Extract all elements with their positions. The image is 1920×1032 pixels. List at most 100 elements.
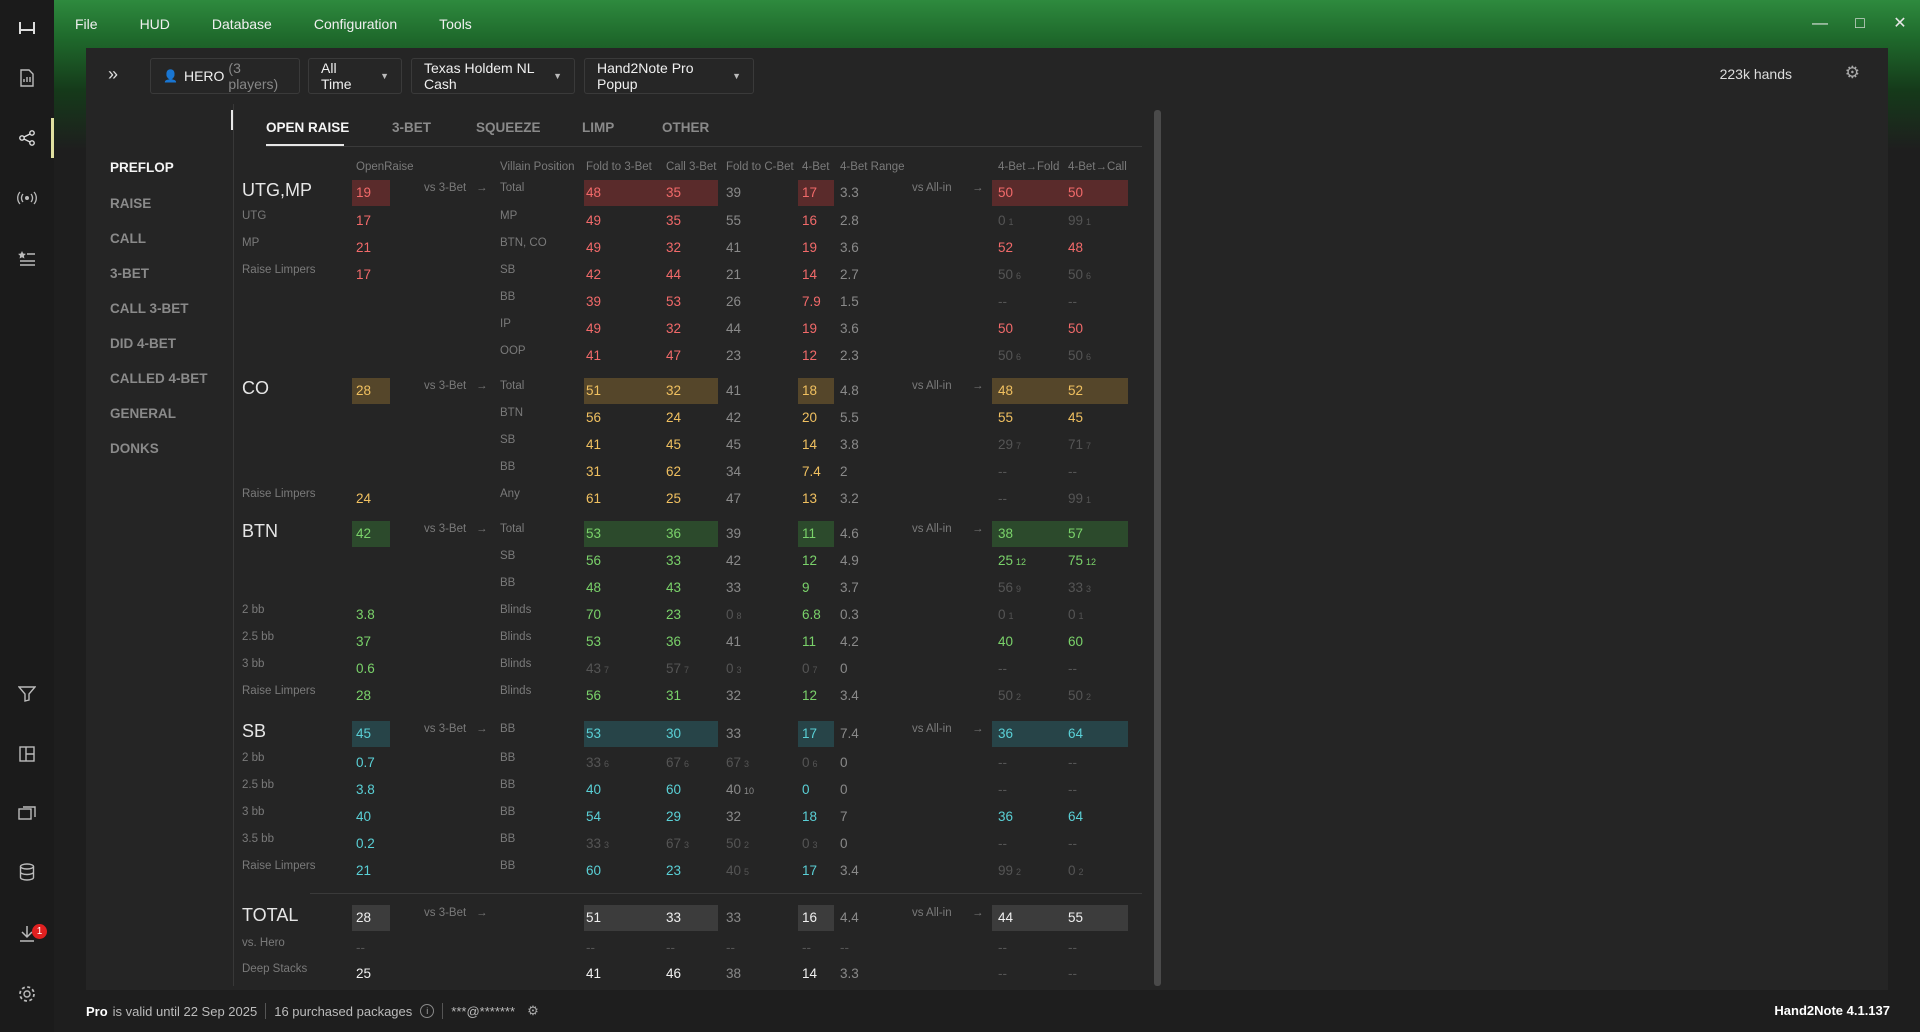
fold-to-3bet-stat[interactable]: 70 [586,604,601,626]
fold-to-cbet-stat[interactable]: -- [726,937,735,959]
4bet-fold-stat[interactable]: 99 2 [998,860,1021,883]
4bet-call-stat[interactable]: 99 1 [1068,210,1091,233]
fold-to-cbet-stat[interactable]: 21 [726,264,741,286]
call-3bet-stat[interactable]: 67 6 [666,752,689,775]
4bet-fold-stat[interactable]: 50 [998,182,1013,204]
4bet-stat[interactable]: 9 [802,577,810,599]
call-3bet-stat[interactable]: 45 [666,434,681,456]
openraise-stat[interactable]: 28 [356,380,371,402]
4bet-stat[interactable]: 17 [802,860,817,882]
fold-to-cbet-stat[interactable]: 26 [726,291,741,313]
4bet-fold-stat[interactable]: 36 [998,806,1013,828]
call-3bet-stat[interactable]: 35 [666,210,681,232]
4bet-call-stat[interactable]: -- [1068,833,1077,855]
call-3bet-stat[interactable]: 47 [666,345,681,367]
4bet-fold-stat[interactable]: 50 [998,318,1013,340]
fold-to-cbet-stat[interactable]: 50 2 [726,833,749,856]
tab-other[interactable]: OTHER [662,120,710,135]
fold-to-3bet-stat[interactable]: 31 [586,461,601,483]
fold-to-cbet-stat[interactable]: 34 [726,461,741,483]
fold-to-cbet-stat[interactable]: 33 [726,577,741,599]
time-filter-dropdown[interactable]: All Time ▼ [308,58,402,94]
openraise-stat[interactable]: 28 [356,907,371,929]
4bet-range-stat[interactable]: 2 [840,461,848,483]
openraise-stat[interactable]: 25 [356,963,371,985]
4bet-range-stat[interactable]: 3.6 [840,237,859,259]
4bet-fold-stat[interactable]: -- [998,779,1007,801]
4bet-range-stat[interactable]: 0 [840,833,848,855]
4bet-call-stat[interactable]: 48 [1068,237,1083,259]
tab-open-raise[interactable]: OPEN RAISE [266,120,350,135]
tab-limp[interactable]: LIMP [582,120,615,135]
4bet-fold-stat[interactable]: 44 [998,907,1013,929]
4bet-call-stat[interactable]: 64 [1068,806,1083,828]
call-3bet-stat[interactable]: 33 [666,907,681,929]
openraise-stat[interactable]: 17 [356,264,371,286]
openraise-stat[interactable]: 37 [356,631,371,653]
4bet-stat[interactable]: 16 [802,210,817,232]
openraise-stat[interactable]: 17 [356,210,371,232]
settings-gear-icon[interactable] [13,980,41,1008]
fold-to-3bet-stat[interactable]: 41 [586,434,601,456]
call-3bet-stat[interactable]: 30 [666,723,681,745]
4bet-stat[interactable]: 7.4 [802,461,821,483]
fold-to-cbet-stat[interactable]: 47 [726,488,741,510]
fold-to-3bet-stat[interactable]: 33 3 [586,833,609,856]
fold-to-3bet-stat[interactable]: 39 [586,291,601,313]
4bet-stat[interactable]: 11 [802,631,816,653]
range-share-icon[interactable] [13,124,41,152]
4bet-range-stat[interactable]: 2.3 [840,345,859,367]
account-gear-icon[interactable]: ⚙ [527,1003,539,1018]
call-3bet-stat[interactable]: 36 [666,523,681,545]
sidenav-preflop[interactable]: PREFLOP [110,160,174,175]
fold-to-3bet-stat[interactable]: 54 [586,806,601,828]
fold-to-3bet-stat[interactable]: 41 [586,963,601,985]
tables-icon[interactable] [13,800,41,828]
openraise-stat[interactable]: 0.6 [356,658,375,680]
4bet-stat[interactable]: 18 [802,806,817,828]
openraise-stat[interactable]: 42 [356,523,371,545]
sidenav-raise[interactable]: RAISE [110,196,152,211]
4bet-range-stat[interactable]: 0 [840,779,848,801]
4bet-fold-stat[interactable]: -- [998,488,1007,510]
4bet-range-stat[interactable]: 3.7 [840,577,859,599]
4bet-stat[interactable]: 12 [802,685,817,707]
openraise-stat[interactable]: 19 [356,182,371,204]
4bet-fold-stat[interactable]: 29 7 [998,434,1021,457]
call-3bet-stat[interactable]: 62 [666,461,681,483]
fold-to-cbet-stat[interactable]: 40 5 [726,860,749,883]
4bet-range-stat[interactable]: 2.8 [840,210,859,232]
openraise-stat[interactable]: 21 [356,860,371,882]
fold-to-cbet-stat[interactable]: 41 [726,237,741,259]
openraise-stat[interactable]: 0.7 [356,752,375,774]
4bet-call-stat[interactable]: 33 3 [1068,577,1091,600]
fold-to-cbet-stat[interactable]: 41 [726,380,741,402]
call-3bet-stat[interactable]: 44 [666,264,681,286]
fold-to-cbet-stat[interactable]: 39 [726,182,741,204]
4bet-fold-stat[interactable]: 50 2 [998,685,1021,708]
openraise-stat[interactable]: 45 [356,723,371,745]
info-icon[interactable]: i [420,1004,435,1018]
4bet-range-stat[interactable]: 1.5 [840,291,859,313]
fold-to-cbet-stat[interactable]: 32 [726,685,741,707]
call-3bet-stat[interactable]: 23 [666,604,681,626]
fold-to-3bet-stat[interactable]: 43 7 [586,658,609,681]
call-3bet-stat[interactable]: -- [666,937,675,959]
4bet-range-stat[interactable]: 3.3 [840,182,859,204]
logo-icon[interactable] [13,14,41,42]
hud-popup-dropdown[interactable]: Hand2Note Pro Popup ▼ [584,58,754,94]
4bet-range-stat[interactable]: 4.8 [840,380,859,402]
4bet-stat[interactable]: 13 [802,488,817,510]
4bet-range-stat[interactable]: 3.3 [840,963,859,985]
4bet-stat[interactable]: 19 [802,237,817,259]
4bet-fold-stat[interactable]: 38 [998,523,1013,545]
fold-to-3bet-stat[interactable]: 56 [586,550,601,572]
4bet-stat[interactable]: 7.9 [802,291,821,313]
4bet-call-stat[interactable]: 50 [1068,318,1083,340]
call-3bet-stat[interactable]: 33 [666,550,681,572]
openraise-stat[interactable]: 3.8 [356,779,375,801]
